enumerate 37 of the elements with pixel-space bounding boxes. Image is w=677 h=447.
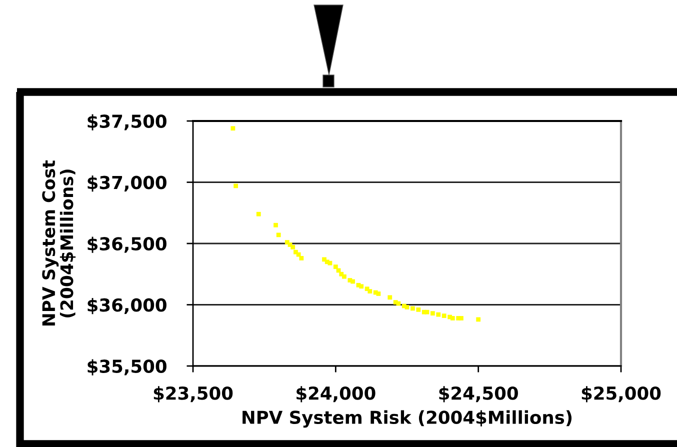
point bbox=[404, 305, 410, 310]
point bbox=[430, 311, 435, 316]
point bbox=[442, 314, 446, 318]
point bbox=[368, 289, 372, 294]
point bbox=[333, 264, 338, 269]
y-axis-title: NPV System Cost (2004$Millions) bbox=[42, 160, 76, 326]
point bbox=[436, 312, 441, 317]
y-tick-label: $36,500 bbox=[88, 236, 166, 253]
point bbox=[276, 232, 281, 238]
point bbox=[256, 212, 261, 216]
x-tick-label: $24,500 bbox=[439, 386, 518, 402]
point bbox=[416, 307, 421, 312]
point bbox=[350, 279, 355, 284]
x-tick-label: $25,000 bbox=[582, 386, 661, 402]
point bbox=[396, 301, 401, 306]
point bbox=[328, 260, 332, 266]
point bbox=[388, 295, 392, 300]
point bbox=[459, 316, 464, 320]
x-axis-title: NPV System Risk (2004$Millions) bbox=[242, 410, 572, 428]
point bbox=[424, 310, 430, 314]
point bbox=[230, 126, 236, 131]
x-tick-label: $24,000 bbox=[296, 386, 376, 402]
y-tick-label: $37,000 bbox=[88, 175, 166, 192]
y-tick-label: $35,500 bbox=[88, 359, 166, 376]
x-tick-label: $23,500 bbox=[154, 386, 233, 402]
y-tick-label: $36,000 bbox=[88, 298, 166, 314]
point bbox=[410, 306, 415, 311]
point bbox=[299, 256, 304, 260]
point bbox=[376, 292, 381, 296]
point bbox=[342, 274, 346, 279]
point bbox=[274, 222, 278, 228]
point bbox=[290, 244, 296, 250]
point bbox=[359, 284, 364, 289]
point bbox=[476, 317, 481, 322]
point bbox=[450, 316, 455, 320]
point bbox=[234, 184, 238, 188]
y-tick-label: $37,500 bbox=[88, 114, 166, 130]
